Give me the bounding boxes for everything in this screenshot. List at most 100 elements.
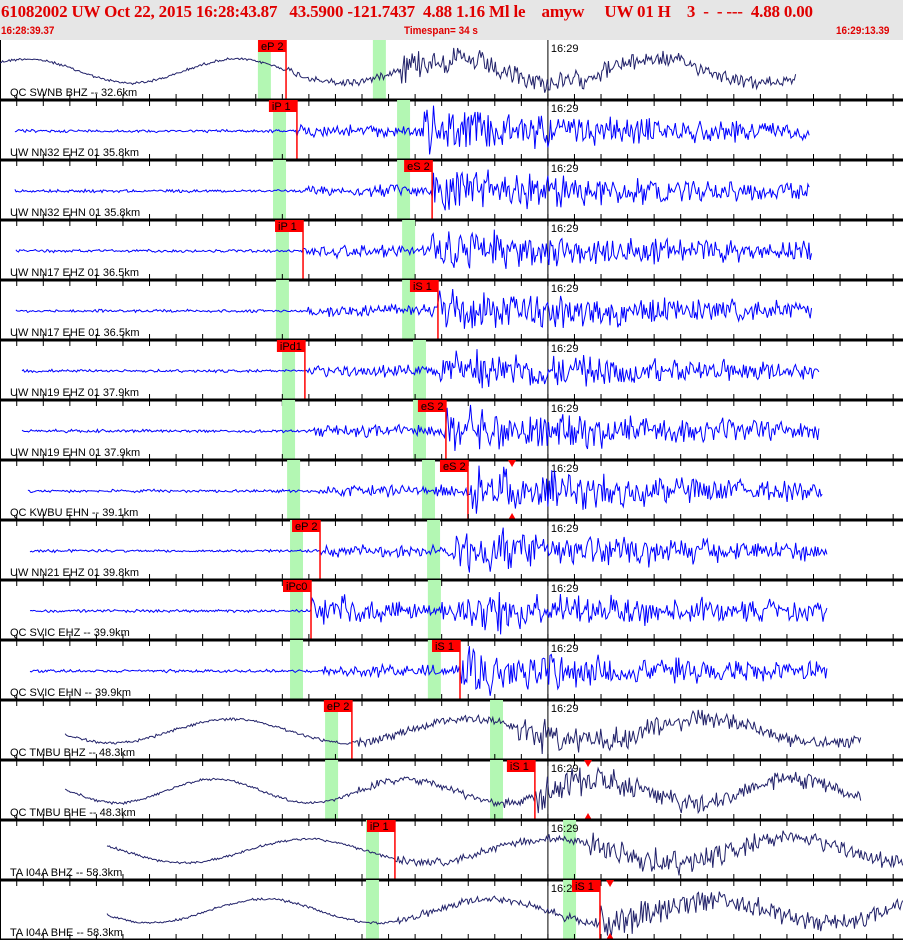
- minute-mark-label: 16:29: [551, 763, 579, 775]
- pick-label: eP 2: [295, 521, 317, 533]
- amplitude-marker-top: [606, 880, 615, 887]
- trace-panel[interactable]: 16:29 iS 1 UW NN17 EHE 01 36.5km: [0, 280, 903, 346]
- trace-panel[interactable]: 16:29 iS 1 QC TMBU BHE -- 48.3km: [0, 760, 903, 826]
- amplitude-marker-bottom: [508, 513, 517, 520]
- trace-panel[interactable]: 16:29 iPc0 QC SVIC EHZ -- 39.9km: [0, 580, 903, 646]
- minute-mark-label: 16:29: [551, 583, 579, 595]
- channel-label: QC SVIC EHZ -- 39.9km: [10, 627, 130, 639]
- waveform-trace: [29, 591, 828, 635]
- minute-mark-label: 16:29: [551, 823, 579, 835]
- trace-panel[interactable]: 16:29 eS 2 UW NN19 EHN 01 37.9km: [0, 400, 903, 466]
- waveform-trace: [27, 465, 823, 514]
- trace-panel[interactable]: 16:29 eS 2 UW NN32 EHN 01 35.8km: [0, 160, 903, 226]
- p-window-band: [290, 520, 304, 580]
- waveform-trace: [64, 709, 862, 755]
- pick-flag[interactable]: [506, 760, 535, 772]
- p-window-band: [365, 820, 379, 880]
- p-window-band: [365, 880, 379, 940]
- waveform-trace: [64, 766, 862, 815]
- channel-label: UW NN19 EHZ 01 37.9km: [10, 387, 139, 399]
- trace-panel[interactable]: 16:29 iP 1 UW NN32 EHZ 01 35.8km: [0, 100, 903, 166]
- waveform-trace: [29, 527, 828, 573]
- pick-label: eS 2: [421, 401, 444, 413]
- channel-label: QC SVIC EHN -- 39.9km: [10, 687, 131, 699]
- pick-flag[interactable]: [323, 700, 352, 712]
- minute-mark-label: 16:29: [551, 523, 579, 535]
- p-window-band: [257, 40, 271, 100]
- trace-panel[interactable]: 16:29 eP 2 QC SWNB BHZ -- 32.6km: [0, 40, 903, 106]
- pick-flag[interactable]: [431, 640, 460, 652]
- trace-panel[interactable]: 16:29 eS 2 QC KWBU EHN -- 39.1km: [0, 460, 903, 526]
- pick-label: eS 2: [407, 161, 430, 173]
- waveform-trace: [0, 47, 797, 93]
- amplitude-marker-top: [584, 760, 593, 767]
- event-header: 61082002 UW Oct 22, 2015 16:28:43.87 43.…: [0, 0, 903, 40]
- pick-flag[interactable]: [292, 520, 321, 532]
- p-window-band: [275, 280, 289, 340]
- pick-flag[interactable]: [258, 40, 287, 52]
- pick-label: eP 2: [261, 41, 283, 53]
- minute-mark-label: 16:29: [551, 103, 579, 115]
- pick-label: iP 1: [370, 821, 389, 833]
- minute-mark-label: 16:29: [551, 703, 579, 715]
- channel-label: UW NN19 EHN 01 37.9km: [10, 447, 140, 459]
- channel-label: UW NN21 EHZ 01 39.8km: [10, 567, 139, 579]
- waveform-trace: [14, 105, 810, 155]
- waveform-trace: [106, 891, 903, 936]
- s-window-band: [563, 820, 577, 880]
- pick-flag[interactable]: [571, 880, 600, 892]
- s-window-band: [490, 760, 504, 820]
- timespan: Timespan= 34 s: [404, 25, 478, 37]
- event-summary: 61082002 UW Oct 22, 2015 16:28:43.87 43.…: [1, 2, 813, 21]
- channel-label: TA I04A BHE -- 58.3km: [10, 927, 123, 939]
- pick-flag[interactable]: [404, 160, 433, 172]
- trace-panel[interactable]: 16:29 eP 2 QC TMBU BHZ -- 48.3km: [0, 700, 903, 766]
- minute-mark-label: 16:29: [551, 403, 579, 415]
- pick-flag[interactable]: [417, 400, 446, 412]
- pick-flag[interactable]: [283, 580, 312, 592]
- trace-panel[interactable]: 16:29 iPd1 UW NN19 EHZ 01 37.9km: [0, 340, 903, 406]
- s-window-band: [402, 220, 416, 280]
- waveform-trace: [29, 646, 828, 696]
- pick-label: iS 1: [413, 281, 432, 293]
- pick-label: iS 1: [435, 641, 454, 653]
- amplitude-marker-top: [508, 460, 517, 467]
- trace-panel[interactable]: 16:29 eP 2 UW NN21 EHZ 01 39.8km: [0, 520, 903, 586]
- waveform-trace: [106, 830, 903, 876]
- seismogram-panels[interactable]: 16:29 eP 2 QC SWNB BHZ -- 32.6km 16:29 iP 1 U…: [0, 40, 903, 940]
- pick-flag[interactable]: [275, 220, 304, 232]
- amplitude-marker-bottom: [584, 813, 593, 820]
- channel-label: UW NN17 EHE 01 36.5km: [10, 327, 140, 339]
- p-window-band: [325, 760, 339, 820]
- s-window-band: [397, 160, 411, 220]
- s-window-band: [402, 280, 416, 340]
- trace-panel[interactable]: 16:29 iS 1 QC SVIC EHN -- 39.9km: [0, 640, 903, 706]
- amplitude-marker-bottom: [606, 933, 615, 940]
- minute-mark-label: 16:29: [551, 463, 579, 475]
- minute-mark-label: 16:29: [551, 343, 579, 355]
- pick-label: iS 1: [510, 761, 529, 773]
- channel-label: QC TMBU BHZ -- 48.3km: [10, 747, 135, 759]
- minute-mark-label: 16:29: [551, 643, 579, 655]
- pick-label: iS 1: [575, 881, 594, 893]
- waveform-trace: [21, 349, 820, 389]
- pick-label: iPd1: [280, 341, 302, 353]
- pick-flag[interactable]: [409, 280, 438, 292]
- pick-flag[interactable]: [268, 100, 297, 112]
- waveform-trace: [21, 404, 820, 451]
- channel-label: TA I04A BHZ -- 58.3km: [10, 867, 122, 879]
- pick-label: eS 2: [443, 461, 466, 473]
- trace-panel[interactable]: 16:29 iP 1 TA I04A BHZ -- 58.3km: [0, 820, 903, 886]
- pick-flag[interactable]: [276, 340, 305, 352]
- trace-panel[interactable]: 16:29 iP 1 UW NN17 EHZ 01 36.5km: [0, 220, 903, 286]
- pick-label: iP 1: [272, 101, 291, 113]
- waveform-trace: [15, 229, 812, 269]
- pick-flag[interactable]: [439, 460, 468, 472]
- pick-label: iP 1: [278, 221, 297, 233]
- pick-label: iPc0: [286, 581, 307, 593]
- channel-label: UW NN32 EHN 01 35.8km: [10, 207, 140, 219]
- p-window-band: [275, 220, 289, 280]
- s-window-band: [563, 880, 577, 940]
- pick-flag[interactable]: [366, 820, 395, 832]
